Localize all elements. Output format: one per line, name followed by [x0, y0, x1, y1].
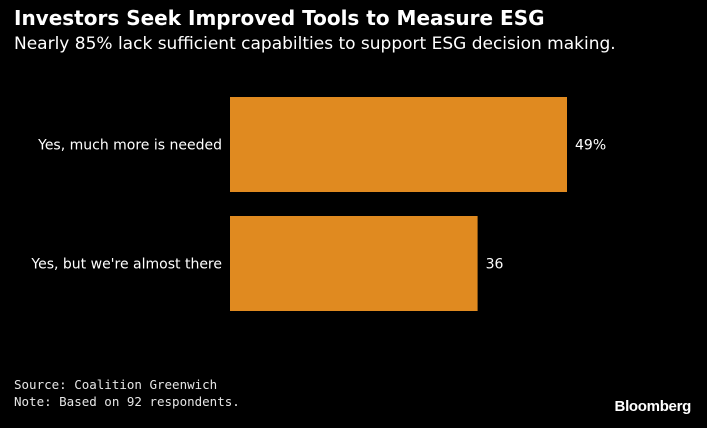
chart-title: Investors Seek Improved Tools to Measure… [14, 6, 545, 30]
respondents-note: Note: Based on 92 respondents. [14, 394, 240, 409]
source-note: Source: Coalition Greenwich [14, 377, 218, 392]
category-label-0: Yes, much more is needed [37, 138, 222, 154]
value-label-0: 49% [575, 138, 606, 154]
chart-footer: Source: Coalition Greenwich Note: Based … [14, 376, 240, 410]
category-label-1: Yes, but we're almost there [30, 257, 222, 273]
bar-0 [230, 97, 567, 192]
bloomberg-logo: Bloomberg [614, 398, 692, 415]
value-label-1: 36 [486, 257, 504, 273]
chart-subtitle: Nearly 85% lack sufficient capabilties t… [14, 34, 616, 54]
bar-1 [230, 216, 478, 311]
